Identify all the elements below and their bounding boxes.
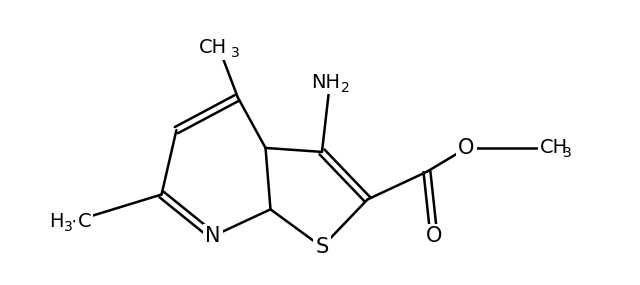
Text: 2: 2 — [341, 81, 350, 95]
Text: C: C — [77, 212, 91, 231]
Text: N: N — [205, 226, 221, 246]
Text: 3: 3 — [563, 146, 572, 160]
Text: 3: 3 — [64, 220, 73, 234]
Text: O: O — [458, 138, 475, 158]
Text: O: O — [426, 226, 442, 246]
Text: NH: NH — [312, 73, 340, 92]
Text: CH: CH — [540, 139, 568, 157]
Text: 3: 3 — [230, 46, 239, 60]
Text: H: H — [49, 212, 64, 231]
Text: CH: CH — [199, 38, 227, 58]
Text: S: S — [316, 237, 328, 257]
